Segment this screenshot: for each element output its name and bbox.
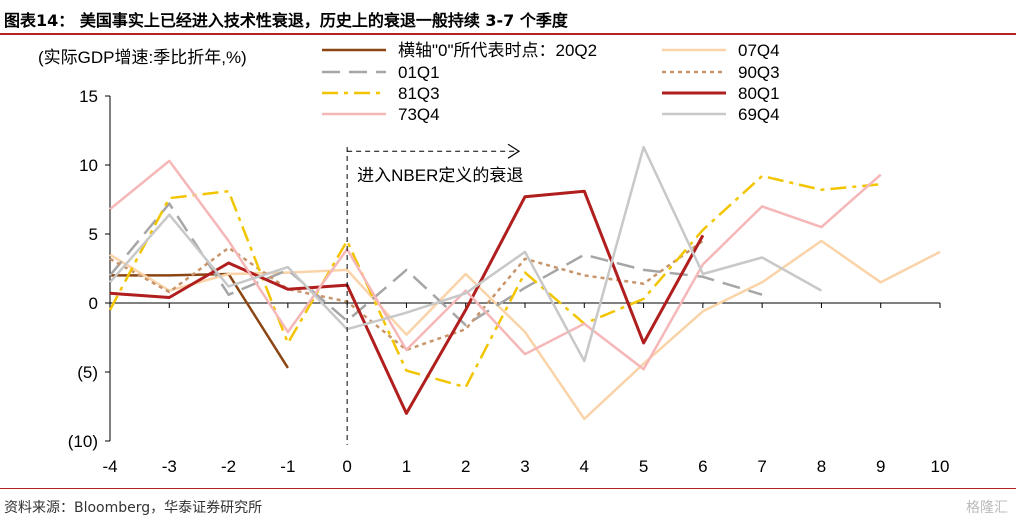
legend-label-2: 01Q1 xyxy=(398,63,440,82)
series-line-4 xyxy=(108,174,881,389)
series-line-0 xyxy=(110,272,289,369)
axes: 15 10 5 0 (5) (10)-4 -3 -2 -1 0 1 2 3 4 5 6 7 8 9 10 xyxy=(68,87,950,476)
x-tick-label: -4 xyxy=(102,457,117,476)
legend-label-5: 80Q1 xyxy=(738,84,780,103)
x-tick-label: 10 xyxy=(931,457,950,476)
title-bar: 图表14： 美国事实上已经进入技术性衰退，历史上的衰退一般持续 3-7 个季度 xyxy=(0,0,1016,35)
x-tick-label: 4 xyxy=(580,457,589,476)
series-line-6 xyxy=(109,159,882,371)
y-tick-label: 10 xyxy=(79,156,98,175)
source-note: 资料来源：Bloomberg，华泰证券研究所 xyxy=(4,500,263,516)
legend-label-0: 横轴"0"所代表时点：20Q2 xyxy=(398,41,597,60)
x-tick-label: 7 xyxy=(757,457,766,476)
series-layer xyxy=(108,145,941,421)
title-divider xyxy=(0,33,1016,35)
annotation-layer: 进入NBER定义的衰退 xyxy=(346,143,523,445)
y-tick-label: (5) xyxy=(77,363,98,382)
x-tick-label: -3 xyxy=(162,457,177,476)
x-tick-label: 0 xyxy=(342,457,351,476)
y-tick-label: (10) xyxy=(68,432,98,451)
x-tick-label: 3 xyxy=(520,457,529,476)
legend-label-3: 90Q3 xyxy=(738,63,780,82)
x-tick-label: -1 xyxy=(280,457,295,476)
y-tick-label: 0 xyxy=(89,294,98,313)
x-tick-label: 5 xyxy=(639,457,648,476)
legend: 横轴"0"所代表时点：20Q2 07Q4 01Q1 90Q3 81Q3 80Q1 73Q4 6… xyxy=(322,41,780,124)
series-line-7 xyxy=(109,145,823,363)
footer-divider xyxy=(0,488,1016,489)
legend-label-1: 07Q4 xyxy=(738,41,780,60)
recession-arrow-head xyxy=(507,143,521,159)
series-line-5 xyxy=(109,189,705,415)
y-tick-label: 15 xyxy=(79,87,98,106)
series-line-1 xyxy=(109,239,941,421)
x-tick-label: 9 xyxy=(876,457,885,476)
y-axis-label: (实际GDP增速:季比折年,%) xyxy=(38,48,247,67)
x-tick-label: 2 xyxy=(461,457,470,476)
watermark: 格隆汇 xyxy=(966,500,1008,516)
x-tick-label: 8 xyxy=(817,457,826,476)
x-tick-label: 1 xyxy=(402,457,411,476)
y-tick-label: 5 xyxy=(89,225,98,244)
legend-label-6: 73Q4 xyxy=(398,105,440,124)
x-tick-label: -2 xyxy=(221,457,236,476)
series-line-3 xyxy=(109,239,704,352)
legend-label-4: 81Q3 xyxy=(398,84,440,103)
recession-annotation-label: 进入NBER定义的衰退 xyxy=(357,166,523,185)
x-tick-label: 6 xyxy=(698,457,707,476)
page-title: 图表14： 美国事实上已经进入技术性衰退，历史上的衰退一般持续 3-7 个季度 xyxy=(4,11,568,30)
series-line-2 xyxy=(109,202,763,327)
legend-label-7: 69Q4 xyxy=(738,105,780,124)
